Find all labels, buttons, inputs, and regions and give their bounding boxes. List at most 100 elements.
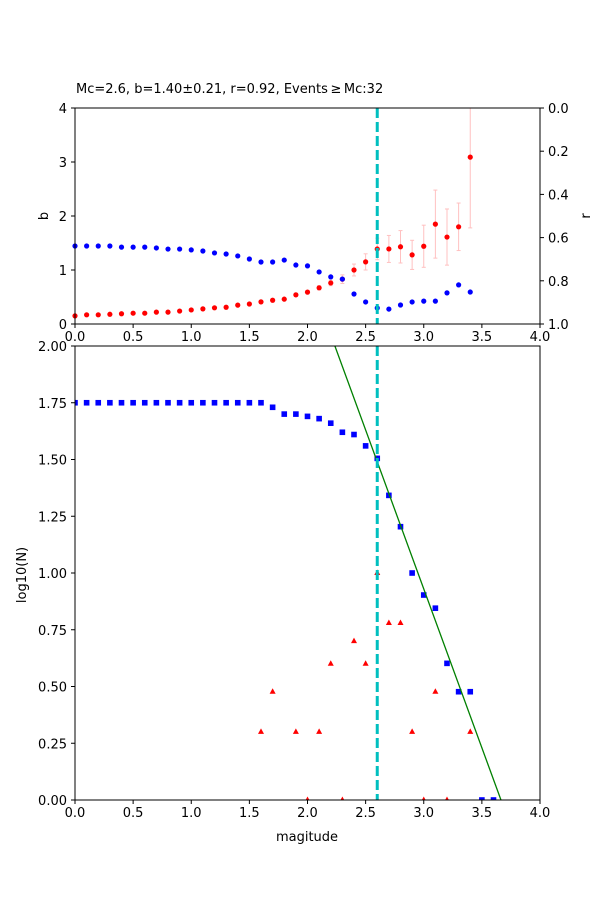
noncumulative-point <box>305 796 310 800</box>
cumulative-point <box>467 688 474 695</box>
r-value-point <box>351 291 357 297</box>
r-value-point <box>444 290 450 296</box>
cumulative-point <box>223 399 229 406</box>
r-value-point <box>281 257 287 263</box>
top-chart-title: Mc=2.6, b=1.40±0.21, r=0.92, Events ≥ Mc… <box>76 82 383 97</box>
y-right-tick-label: 0.6 <box>548 232 569 247</box>
r-value-point <box>293 262 299 268</box>
r-value-point <box>177 246 183 252</box>
r-value-point <box>456 282 462 288</box>
r-value-point <box>409 299 415 305</box>
cumulative-point <box>490 797 497 800</box>
cumulative-point <box>455 688 462 695</box>
r-value-point <box>363 299 369 305</box>
y-tick-label: 0.75 <box>38 624 67 639</box>
y-right-tick-label: 1.0 <box>548 318 569 333</box>
b-value-point <box>397 244 404 250</box>
y-right-tick-label: 0.8 <box>548 275 569 290</box>
y-tick-label: 1.75 <box>38 397 67 412</box>
noncumulative-point <box>269 688 276 694</box>
top-y-label: b <box>37 212 52 220</box>
y-right-tick-label: 0.4 <box>548 188 569 203</box>
b-value-point <box>386 246 392 252</box>
bottom-y-label: log10(N) <box>15 547 30 603</box>
b-value-point <box>258 299 264 305</box>
r-value-point <box>165 246 171 252</box>
r-value-point <box>386 306 392 312</box>
cumulative-point <box>304 413 311 420</box>
b-value-point <box>270 297 276 303</box>
r-value-point <box>270 259 276 265</box>
cumulative-point <box>409 570 415 576</box>
b-value-point <box>328 280 334 286</box>
b-value-point <box>177 308 183 314</box>
r-value-point <box>467 289 473 295</box>
b-value-point <box>351 267 357 273</box>
r-value-point <box>258 259 264 265</box>
b-value-point <box>235 302 241 308</box>
r-value-point <box>316 269 322 275</box>
cumulative-point <box>234 399 241 406</box>
cumulative-point <box>176 399 183 406</box>
noncumulative-point <box>445 796 449 800</box>
x-tick-label: 1.5 <box>239 330 260 345</box>
r-value-point <box>304 263 311 269</box>
y-tick-label: 1.50 <box>38 454 67 469</box>
cumulative-point <box>316 415 322 422</box>
x-tick-label: 2.5 <box>355 806 376 821</box>
x-tick-label: 4.0 <box>530 806 551 821</box>
r-value-point <box>142 244 148 250</box>
r-value-point <box>118 244 125 250</box>
y-tick-label: 2 <box>59 210 67 225</box>
b-value-point <box>130 310 136 316</box>
b-value-point <box>304 289 311 295</box>
b-value-point <box>188 307 194 313</box>
cumulative-point <box>211 399 218 406</box>
r-value-point <box>235 253 241 259</box>
cumulative-point <box>258 399 264 406</box>
b-value-point <box>246 301 252 307</box>
noncumulative-point <box>327 660 334 666</box>
r-value-point <box>211 250 218 256</box>
cumulative-point <box>83 399 90 406</box>
noncumulative-point <box>362 660 369 666</box>
b-value-point <box>95 312 101 318</box>
x-tick-label: 0.5 <box>123 330 144 345</box>
y-tick-label: 1 <box>59 264 67 279</box>
noncumulative-point <box>467 728 474 734</box>
y-tick-label: 1.25 <box>38 510 67 525</box>
y-tick-label: 2.00 <box>38 340 67 355</box>
noncumulative-point <box>421 796 426 800</box>
cumulative-point <box>327 420 334 426</box>
cumulative-point <box>351 431 357 438</box>
cumulative-point <box>444 660 450 667</box>
cumulative-point <box>281 411 288 417</box>
r-value-point <box>107 243 113 249</box>
x-tick-label: 3.5 <box>472 806 493 821</box>
cumulative-point <box>432 605 439 611</box>
y-tick-label: 0 <box>59 318 67 333</box>
noncumulative-point <box>340 796 345 800</box>
cumulative-point <box>130 399 136 406</box>
y-tick-label: 4 <box>59 102 67 117</box>
r-value-point <box>328 274 334 280</box>
b-value-point <box>165 309 171 315</box>
r-value-point <box>246 256 252 262</box>
cumulative-point <box>75 399 78 406</box>
x-tick-label: 1.0 <box>181 806 202 821</box>
cumulative-point <box>339 429 346 436</box>
y-tick-label: 0.25 <box>38 737 67 752</box>
r-value-point <box>95 243 101 249</box>
cumulative-point <box>269 404 276 411</box>
b-value-point <box>107 311 113 317</box>
x-tick-label: 2.0 <box>297 330 318 345</box>
y-right-tick-label: 0.0 <box>548 102 569 117</box>
r-value-point <box>84 243 90 249</box>
noncumulative-point <box>409 728 416 734</box>
b-value-point <box>118 311 125 317</box>
r-value-point <box>432 298 438 304</box>
cumulative-point <box>165 399 171 406</box>
x-tick-label: 3.5 <box>472 330 493 345</box>
x-tick-label: 0.0 <box>65 806 86 821</box>
b-value-point <box>316 285 322 291</box>
